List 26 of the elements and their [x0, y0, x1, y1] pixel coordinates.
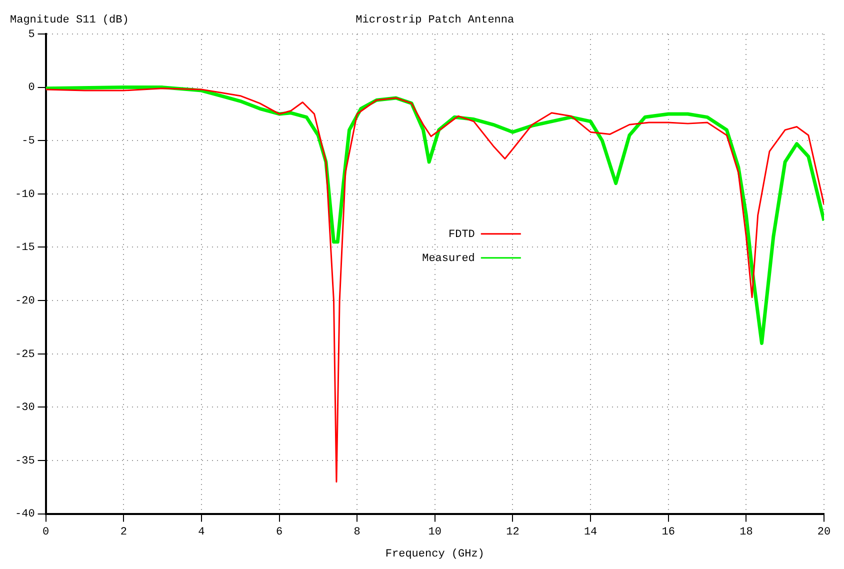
- x-tick-label: 12: [506, 526, 520, 538]
- x-tick-label: 18: [740, 526, 753, 538]
- y-tick-label: -15: [14, 242, 35, 254]
- x-axis-title: Frequency (GHz): [385, 548, 484, 560]
- y-tick-label: 5: [28, 28, 35, 41]
- x-tick-label: 16: [662, 526, 675, 538]
- y-tick-label: -25: [14, 348, 35, 361]
- y-tick-label: -10: [14, 188, 35, 201]
- x-tick-label: 2: [120, 526, 127, 538]
- x-tick-label: 20: [817, 526, 831, 538]
- x-tick-label: 4: [198, 526, 206, 538]
- x-tick-label: 6: [276, 526, 283, 538]
- legend-label: Measured: [422, 252, 475, 265]
- y-axis-title: Magnitude S11 (dB): [10, 14, 129, 26]
- x-tick-label: 10: [428, 526, 442, 538]
- x-tick-label: 8: [354, 526, 360, 538]
- y-tick-label: -35: [14, 455, 35, 468]
- x-tick-label: 14: [584, 526, 598, 538]
- y-tick-label: -5: [22, 136, 35, 148]
- y-tick-label: -40: [14, 508, 35, 521]
- chart-title: Microstrip Patch Antenna: [356, 14, 515, 26]
- y-tick-label: -20: [14, 295, 35, 308]
- y-tick-label: -30: [14, 402, 35, 414]
- y-tick-label: 0: [28, 82, 35, 94]
- legend-label: FDTD: [448, 228, 476, 241]
- x-tick-label: 0: [42, 526, 50, 538]
